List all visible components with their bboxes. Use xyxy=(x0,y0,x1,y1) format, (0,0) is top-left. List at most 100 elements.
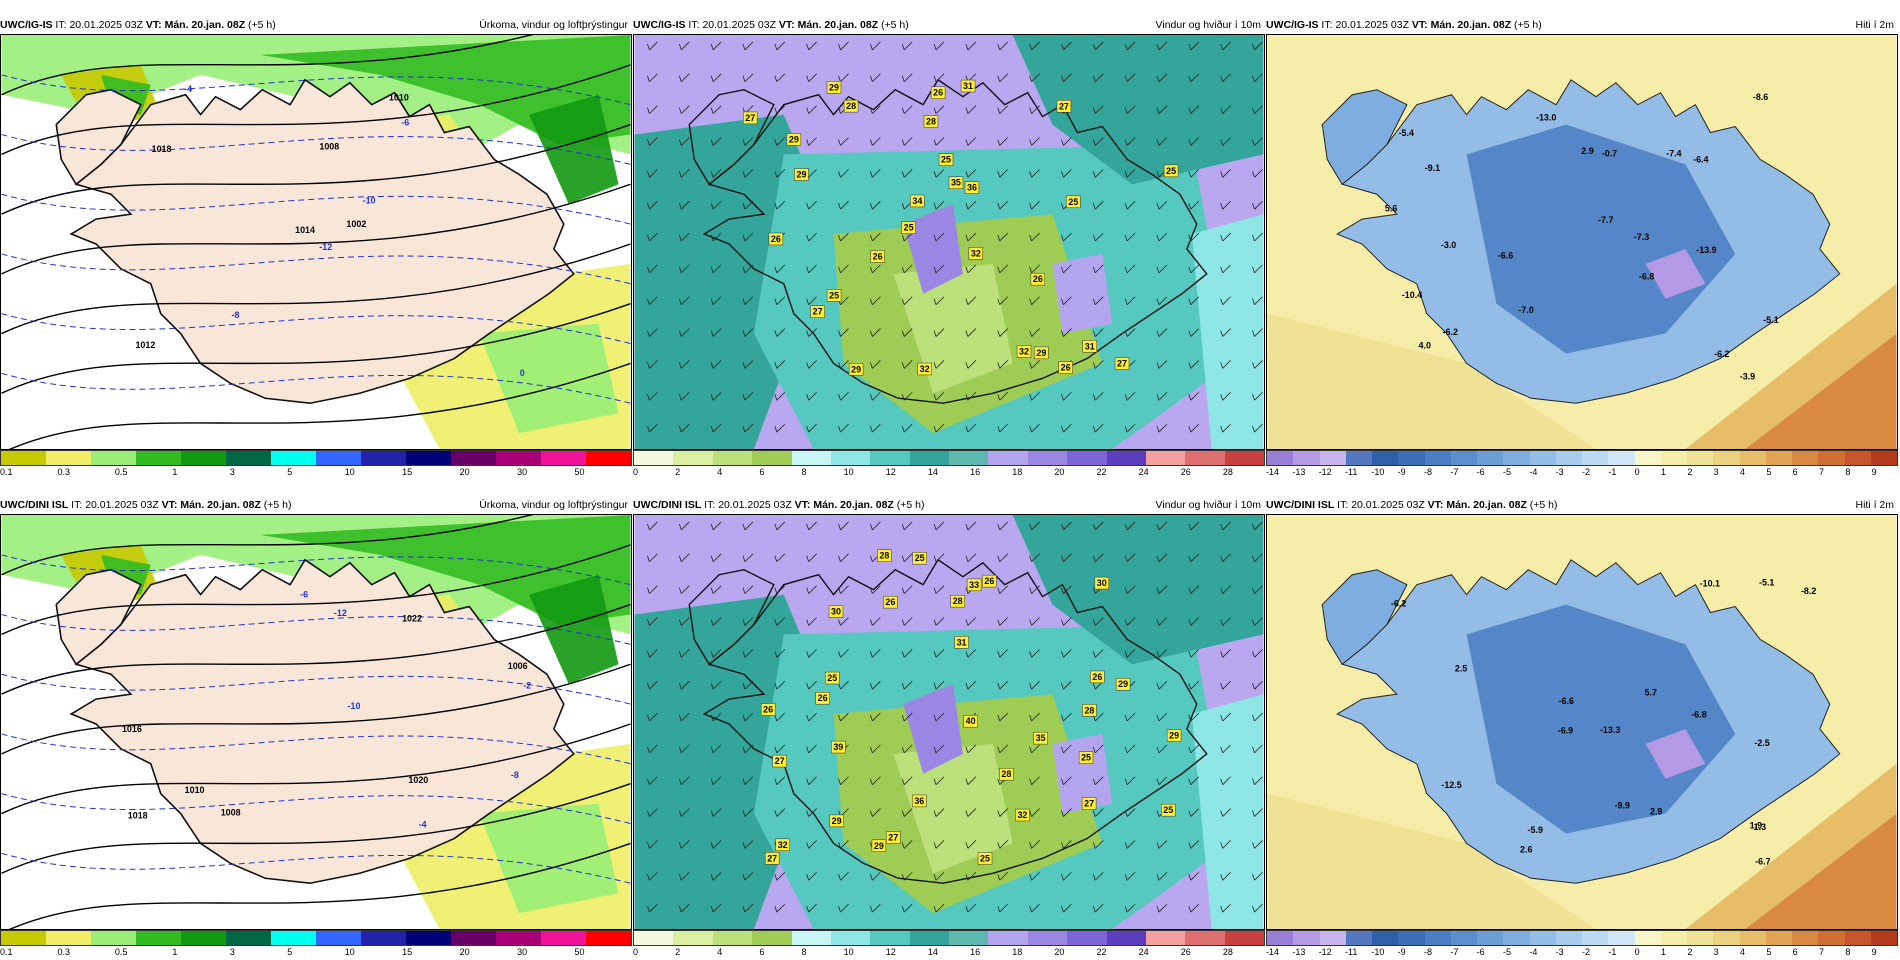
wind-barb xyxy=(997,296,1008,305)
legend-swatch xyxy=(909,931,949,945)
wind-barb xyxy=(742,137,754,146)
wind-barb xyxy=(1029,137,1040,146)
legend-labels: 0.1 0.3 0.5 1 3 5 10 15 20 30 50 xyxy=(0,947,632,959)
wind-barb xyxy=(1029,744,1040,754)
legend-swatch xyxy=(271,451,316,465)
valid-time: Mán. 20.jan. 08Z xyxy=(164,19,246,31)
wind-barb xyxy=(870,73,881,83)
legend-swatch xyxy=(1067,931,1107,945)
legend-tick-label: 10 xyxy=(344,947,355,957)
wind-barb xyxy=(997,585,1008,594)
init-time: 20.01.2025 03Z xyxy=(1351,499,1425,511)
temperature-value-label: -6.6 xyxy=(1559,696,1574,706)
wind-barb xyxy=(870,137,881,146)
contour-value-label: -6 xyxy=(401,118,409,128)
gust-value-label: 28 xyxy=(1001,769,1011,779)
gust-value-label: 27 xyxy=(767,853,777,863)
gust-label-bg xyxy=(1058,361,1073,374)
wind-barb xyxy=(1188,169,1200,178)
wind-barb xyxy=(1252,423,1263,433)
map-canvas[interactable]: -2.5 -6.8 1.3 -6.2 1.9 -5.1 -6.6 -8.2 2.6 -5.9 -6.… xyxy=(1266,514,1898,930)
isobar-line xyxy=(9,362,631,449)
isotherm-line xyxy=(1,134,631,165)
map-svg: -2.5 -6.8 1.3 -6.2 1.9 -5.1 -6.6 -8.2 2.6 -5.9 -6.… xyxy=(1267,515,1897,929)
gust-label-bg xyxy=(768,232,784,246)
wind-barb xyxy=(710,423,722,433)
gust-label-bg xyxy=(963,714,978,728)
it-label: IT: xyxy=(1337,499,1349,511)
gust-value-label: 29 xyxy=(1169,731,1179,741)
wind-barb xyxy=(933,553,945,563)
wind-barb xyxy=(774,264,786,274)
wind-barb xyxy=(647,169,658,178)
wind-barb xyxy=(1220,649,1231,658)
legend-tick-label: 6 xyxy=(759,467,765,477)
legend-tick-label: 0 xyxy=(633,467,639,477)
legend-bar xyxy=(633,450,1265,466)
wind-barb xyxy=(1156,712,1168,722)
wind-barb xyxy=(806,521,817,531)
color-legend: 0 2 4 6 8 10 12 14 16 18 20 22 24 26 28 xyxy=(633,930,1265,960)
map-canvas[interactable]: 27 32 32 26 28 29 32 34 25 36 28 27 27 26 31 25 25 35 31 29… xyxy=(633,34,1265,450)
legend-swatch xyxy=(870,451,910,465)
wind-barb xyxy=(1156,423,1168,433)
legend-tick-label: -7 xyxy=(1450,947,1459,957)
legend-swatch xyxy=(1792,931,1819,945)
wind-barb xyxy=(1188,617,1200,626)
color-legend: 0 2 4 6 8 10 12 14 16 18 20 22 24 26 28 xyxy=(633,450,1265,480)
valid-time: Mán. 20.jan. 08Z xyxy=(1446,499,1527,511)
wind-barb xyxy=(1252,200,1263,210)
map-canvas[interactable]: 25 29 27 26 30 25 35 32 26 25 26 32 26 30 28 28 26 28 40 27… xyxy=(633,514,1265,930)
gust-value-label: 39 xyxy=(833,742,843,752)
gust-value-label: 34 xyxy=(912,196,922,206)
legend-swatch xyxy=(541,931,586,945)
wind-barb xyxy=(774,105,786,114)
wind-barb xyxy=(965,232,977,242)
map-canvas[interactable]: -3.9 -3.0 -6.8 -5.4 -5.1 -9.1 -6.2 -6.6 -6.4 2.9-… xyxy=(1266,34,1898,450)
wind-barb xyxy=(870,871,881,881)
wind-barb xyxy=(742,41,754,51)
coldest-core xyxy=(1645,248,1706,299)
wind-barb xyxy=(1220,680,1231,690)
wind-barb xyxy=(1029,264,1040,274)
legend-tick-label: 8 xyxy=(1845,467,1851,477)
legend-swatch xyxy=(1450,931,1477,945)
legend-swatch xyxy=(988,451,1028,465)
lead-time: (+5 h) xyxy=(1529,499,1558,511)
legend-swatch xyxy=(1555,451,1582,465)
wind-barb xyxy=(774,169,786,178)
legend-tick-label: 1 xyxy=(172,467,178,477)
temperature-value-label: -9.9 xyxy=(1615,801,1630,811)
wind-barb xyxy=(1220,744,1231,754)
wind-barb xyxy=(1188,264,1200,274)
temperature-value-label: -0.7 xyxy=(1602,148,1617,158)
temperature-value-label: -6.2 xyxy=(1714,349,1729,359)
wind-barb xyxy=(901,232,913,242)
model-name: UWC/IG-IS xyxy=(633,19,686,31)
panel-igis-temp: UWC/IG-IS IT: 20.01.2025 03Z VT: Mán. 20… xyxy=(1266,16,1898,480)
contour-value-label: -8 xyxy=(511,770,519,780)
valid-time: Mán. 20.jan. 08Z xyxy=(1430,19,1512,31)
wind-barb xyxy=(1252,264,1263,274)
legend-swatch xyxy=(1424,451,1451,465)
legend-tick-label: 26 xyxy=(1180,467,1191,477)
precip-area xyxy=(528,94,619,205)
wind-barb xyxy=(1156,840,1168,849)
gust-value-label: 28 xyxy=(846,101,856,111)
wind-barb xyxy=(647,105,658,114)
legend-tick-label: -5 xyxy=(1503,467,1512,477)
legend-swatch xyxy=(181,451,226,465)
legend-swatch xyxy=(541,451,586,465)
gust-value-label: 32 xyxy=(1017,810,1027,820)
map-canvas[interactable]: -12 1018 1014 1012 -10 -8 1010 1008 -6 1002 -4 0 xyxy=(0,34,632,450)
gust-value-label: 36 xyxy=(967,183,977,193)
wind-barb xyxy=(1029,871,1040,881)
wind-barb xyxy=(933,328,945,337)
gust-value-label: 29 xyxy=(789,134,799,144)
wind-barb xyxy=(933,617,945,626)
wind-barb xyxy=(1124,391,1136,401)
wind-barb xyxy=(838,776,849,785)
wind-barb xyxy=(806,744,817,754)
isotherm-line xyxy=(1,852,631,884)
map-canvas[interactable]: -12 1022 1020 1018 -10 1016 -8 1010 1008 -6 1006 -4… xyxy=(0,514,632,930)
